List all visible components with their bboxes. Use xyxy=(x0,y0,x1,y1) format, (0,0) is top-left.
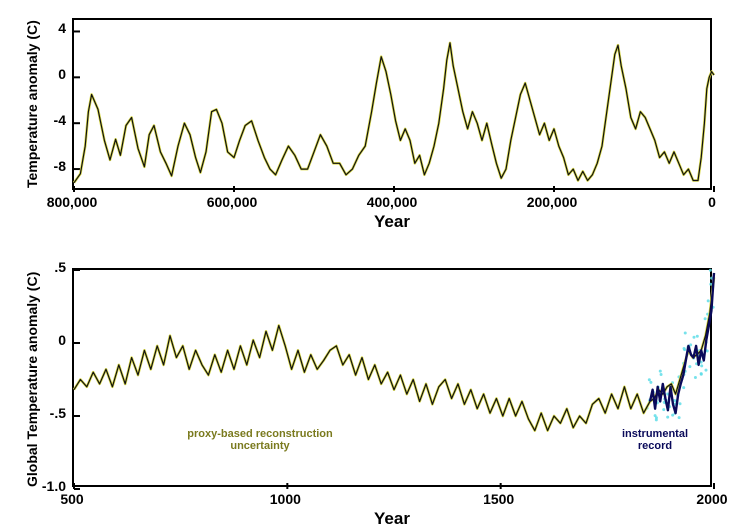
bottom-y-tick: 0 xyxy=(28,332,66,348)
top-x-axis-label: Year xyxy=(352,212,432,232)
bottom-x-tick: 2000 xyxy=(682,491,736,507)
bottom-x-tick: 1000 xyxy=(255,491,315,507)
top-chart-svg xyxy=(74,20,714,192)
proxy-reconstruction-annotation: proxy-based reconstruction uncertainty xyxy=(170,428,350,452)
top-x-tick: 200,000 xyxy=(512,194,592,210)
top-y-tick: 4 xyxy=(32,20,66,36)
bottom-chart-svg xyxy=(74,270,714,489)
bottom-x-tick: 500 xyxy=(42,491,102,507)
bottom-y-tick: -.5 xyxy=(28,405,66,421)
top-x-tick: 800,000 xyxy=(32,194,112,210)
top-chart-panel xyxy=(72,18,712,190)
top-y-tick: -4 xyxy=(32,112,66,128)
paleo-main-line xyxy=(74,43,714,183)
bottom-y-tick: .5 xyxy=(28,259,66,275)
bottom-chart-panel xyxy=(72,268,712,487)
top-y-tick: 0 xyxy=(32,66,66,82)
top-x-tick: 400,000 xyxy=(352,194,432,210)
instrumental-record-annotation: instrumental record xyxy=(605,428,705,452)
top-x-tick: 600,000 xyxy=(192,194,272,210)
bottom-x-axis-label: Year xyxy=(352,509,432,529)
top-y-tick: -8 xyxy=(32,158,66,174)
top-x-tick: 0 xyxy=(672,194,736,210)
bottom-x-tick: 1500 xyxy=(469,491,529,507)
proxy-main-line xyxy=(74,277,714,430)
bottom-y-axis-label: Global Temperature anomaly (C) xyxy=(24,272,40,487)
figure-root: Temperature anomaly (C) Year 40-4-8 800,… xyxy=(0,0,736,531)
